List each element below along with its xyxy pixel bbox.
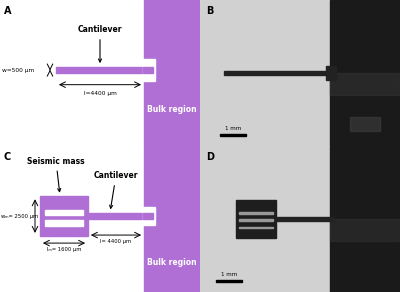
Text: 1 mm: 1 mm — [221, 272, 237, 277]
Text: Seismic mass: Seismic mass — [27, 157, 85, 192]
Bar — [144, 0, 200, 146]
Bar — [88, 213, 144, 219]
Text: B: B — [206, 6, 213, 16]
Bar — [236, 200, 276, 238]
Text: A: A — [4, 6, 12, 16]
Text: lₘ= 1600 μm: lₘ= 1600 μm — [47, 247, 81, 252]
Bar — [224, 71, 334, 75]
Bar — [330, 219, 400, 241]
Bar — [143, 67, 153, 73]
Bar — [144, 146, 200, 292]
Text: wₘ= 2500 μm: wₘ= 2500 μm — [1, 213, 38, 219]
Bar — [239, 219, 273, 221]
Bar — [276, 217, 334, 221]
Bar — [239, 212, 273, 214]
Bar — [56, 67, 144, 73]
Text: Cantilever: Cantilever — [94, 171, 138, 208]
Bar — [40, 196, 88, 236]
Bar — [45, 210, 83, 215]
Text: Cantilever: Cantilever — [78, 25, 122, 62]
Bar — [326, 66, 336, 79]
Text: C: C — [4, 152, 11, 162]
Text: l=4400 μm: l=4400 μm — [84, 91, 116, 96]
Text: Bulk region: Bulk region — [147, 258, 197, 267]
Bar — [350, 117, 380, 131]
Bar — [143, 213, 153, 219]
Bar — [143, 60, 155, 81]
Bar — [330, 73, 400, 95]
Text: D: D — [206, 152, 214, 162]
Bar — [330, 146, 400, 292]
Bar — [45, 220, 83, 225]
Bar — [330, 0, 400, 146]
Bar — [239, 227, 273, 228]
Text: 1 mm: 1 mm — [225, 126, 241, 131]
Bar — [220, 134, 246, 136]
Text: Bulk region: Bulk region — [147, 105, 197, 114]
Bar — [216, 280, 242, 282]
Text: w=500 μm: w=500 μm — [2, 67, 34, 73]
Text: l= 4400 μm: l= 4400 μm — [100, 239, 132, 244]
Bar — [143, 207, 155, 225]
